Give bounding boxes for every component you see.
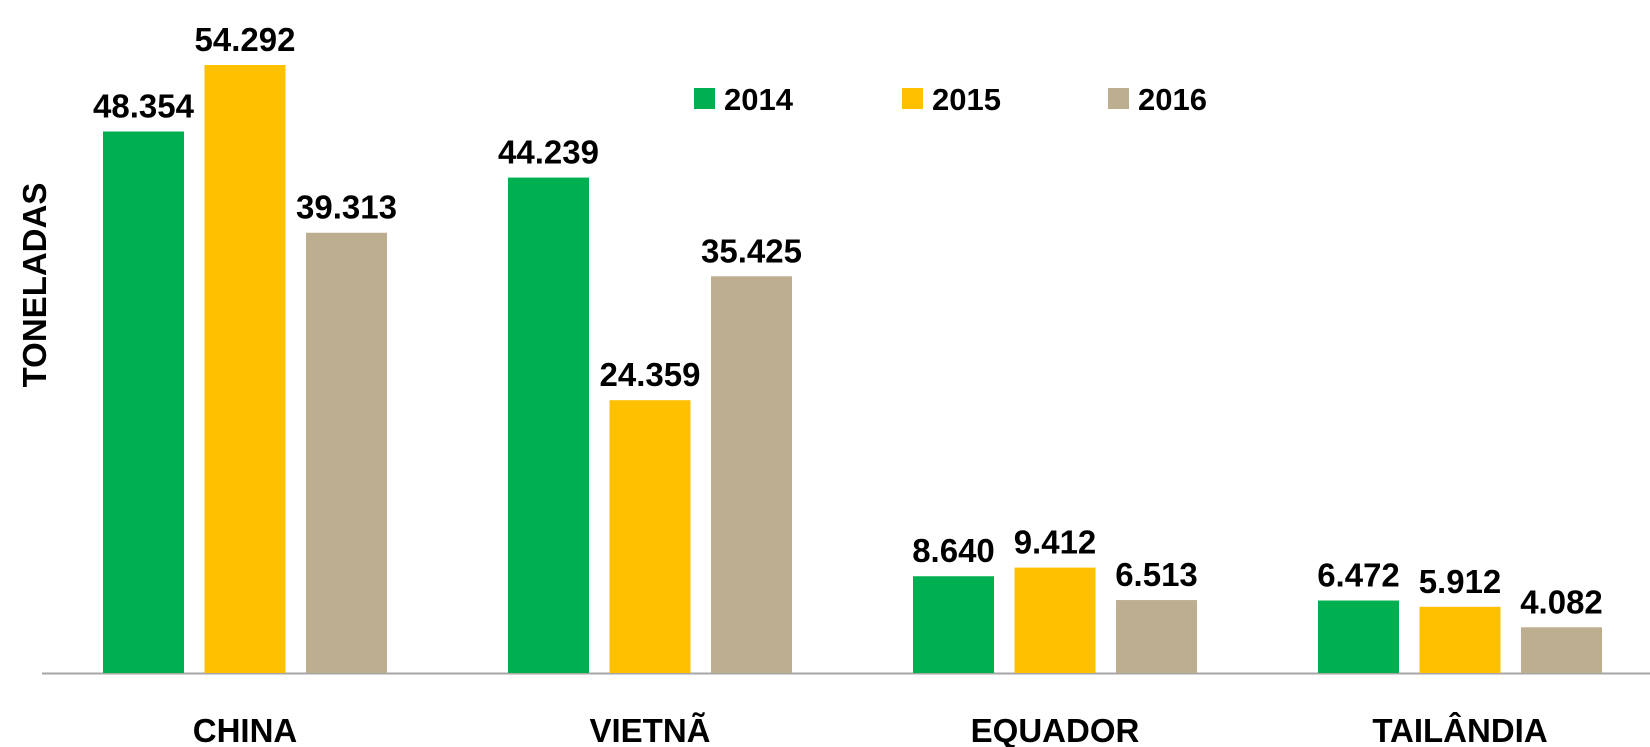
y-axis-label: TONELADAS	[16, 183, 53, 388]
legend-label: 2014	[724, 82, 794, 117]
x-tick-label: CHINA	[193, 712, 298, 747]
bar	[103, 131, 184, 673]
value-label: 35.425	[701, 232, 802, 269]
value-label: 8.640	[912, 532, 995, 569]
value-label: 6.513	[1115, 556, 1198, 593]
bar	[1014, 567, 1096, 673]
bar	[1116, 600, 1197, 673]
bar	[1419, 606, 1501, 673]
x-tick-label: VIETNÃ	[589, 712, 710, 747]
value-label: 4.082	[1520, 583, 1603, 620]
value-label: 48.354	[93, 87, 195, 124]
legend-swatch	[1108, 88, 1129, 109]
x-tick-label: EQUADOR	[971, 712, 1140, 747]
legend-swatch	[902, 88, 923, 109]
legend-swatch	[694, 88, 715, 109]
bar	[204, 65, 286, 673]
legend-label: 2015	[932, 82, 1001, 117]
value-label: 9.412	[1014, 524, 1097, 561]
value-label: 24.359	[600, 356, 701, 393]
x-tick-label: TAILÂNDIA	[1372, 712, 1547, 747]
bar	[1318, 600, 1399, 673]
legend-label: 2016	[1138, 82, 1207, 117]
value-label: 54.292	[195, 21, 296, 58]
bar	[609, 400, 691, 673]
value-label: 44.239	[498, 134, 599, 171]
bar	[1521, 627, 1602, 673]
bar	[913, 576, 994, 673]
value-label: 6.472	[1317, 557, 1400, 594]
value-label: 39.313	[296, 189, 397, 226]
bar	[711, 276, 792, 673]
bar	[306, 232, 387, 674]
value-label: 5.912	[1419, 563, 1502, 600]
bar	[508, 177, 589, 673]
